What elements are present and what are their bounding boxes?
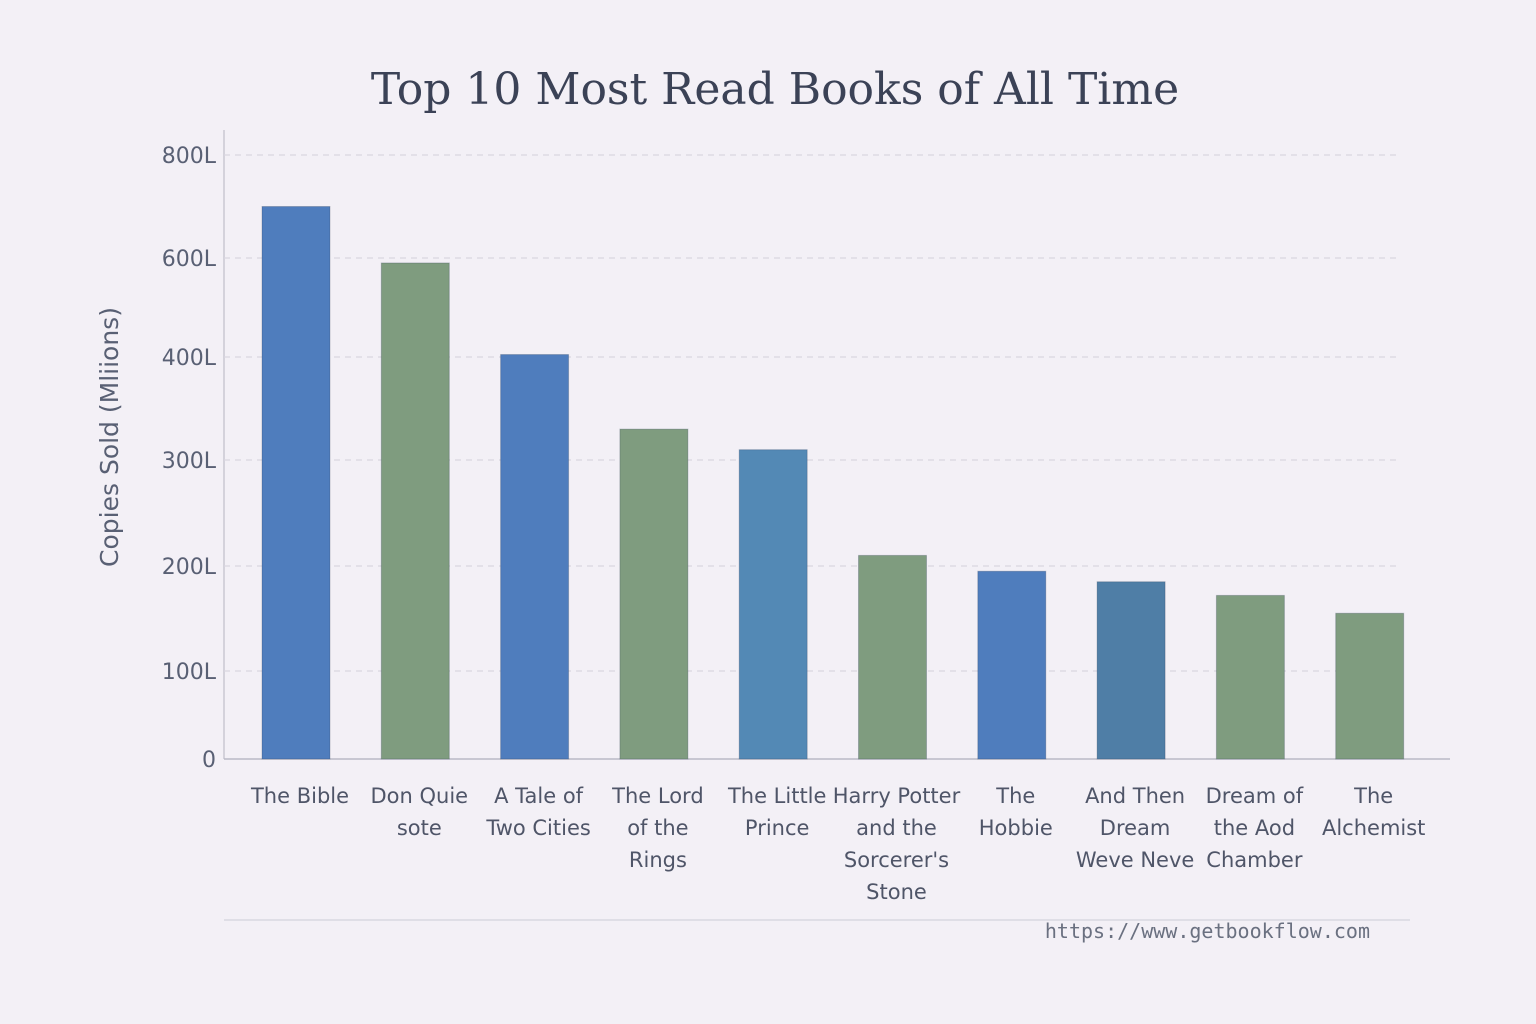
bar (1335, 612, 1405, 760)
x-tick-label: And Then Dream Weve Neve (1076, 784, 1194, 872)
y-axis-label: Copies Sold (Mliions) (95, 307, 124, 567)
bar (500, 354, 570, 760)
bar (738, 449, 808, 760)
bar (261, 206, 331, 760)
y-tick-label: 400L (162, 346, 217, 371)
gridlines (224, 154, 1400, 672)
x-axis-labels: The Bible Don Quie sote A Tale of Two Cities… (250, 784, 1425, 904)
x-tick-label: A Tale of Two Cities (485, 784, 590, 840)
source-url[interactable]: https://www.getbookflow.com (1045, 919, 1370, 943)
y-tick-label: 300L (162, 449, 217, 474)
x-tick-label: Don Quie sote (370, 784, 468, 840)
x-tick-label: Dream of the Aod Chamber (1206, 784, 1304, 872)
bar (858, 554, 927, 760)
x-tick-label: The Bible (250, 784, 349, 808)
bar (1096, 581, 1166, 760)
bar (619, 428, 689, 760)
x-tick-label: The Little Prince (727, 784, 827, 840)
x-tick-label: The Hobbie (979, 784, 1053, 840)
chart-title: Top 10 Most Read Books of All Time (371, 64, 1179, 115)
y-tick-label: 600L (162, 247, 217, 272)
bar (380, 262, 450, 760)
bar (977, 570, 1047, 760)
bar (1215, 594, 1285, 760)
x-tick-label: Harry Potter and the Sorcerer's Stone (833, 784, 961, 904)
bars (261, 206, 1405, 760)
y-tick-label: 0 (202, 748, 216, 773)
x-tick-label: The Alchemist (1322, 784, 1425, 840)
y-tick-label: 200L (162, 555, 217, 580)
y-tick-label: 100L (162, 660, 217, 685)
y-axis-ticks: 0 100L 200L 300L 400L 600L 800L (162, 144, 217, 773)
x-tick-label: The Lord of the Rings (611, 784, 704, 872)
y-tick-label: 800L (162, 144, 217, 169)
